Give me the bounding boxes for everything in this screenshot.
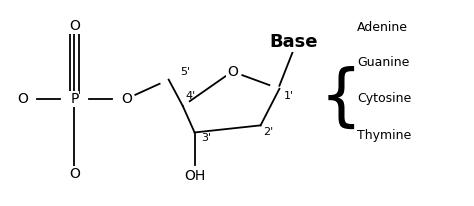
Text: O: O bbox=[121, 92, 132, 106]
Text: 3': 3' bbox=[201, 133, 212, 144]
Text: O: O bbox=[17, 92, 28, 106]
Text: Guanine: Guanine bbox=[357, 56, 410, 69]
Text: 5': 5' bbox=[181, 67, 191, 77]
Text: 2': 2' bbox=[263, 127, 273, 137]
Text: OH: OH bbox=[184, 169, 205, 183]
Text: Base: Base bbox=[269, 33, 318, 51]
Text: Cytosine: Cytosine bbox=[357, 92, 411, 105]
Text: O: O bbox=[69, 19, 80, 33]
Text: {: { bbox=[319, 66, 362, 132]
Text: O: O bbox=[227, 64, 238, 78]
Text: Adenine: Adenine bbox=[357, 21, 408, 34]
Text: Thymine: Thymine bbox=[357, 129, 411, 142]
Text: O: O bbox=[69, 167, 80, 181]
Text: 1': 1' bbox=[284, 91, 294, 101]
Text: 4': 4' bbox=[185, 91, 195, 101]
Text: P: P bbox=[70, 92, 79, 106]
